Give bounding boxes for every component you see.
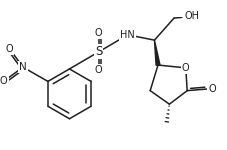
Text: O: O xyxy=(6,44,13,54)
Text: O: O xyxy=(95,28,102,38)
Text: HN: HN xyxy=(120,30,135,40)
Polygon shape xyxy=(154,40,160,65)
Text: S: S xyxy=(95,45,102,58)
Text: O: O xyxy=(0,76,7,86)
Text: OH: OH xyxy=(185,11,200,21)
Text: N: N xyxy=(19,62,27,72)
Text: O: O xyxy=(182,63,190,73)
Text: O: O xyxy=(209,84,216,94)
Text: O: O xyxy=(95,65,102,75)
